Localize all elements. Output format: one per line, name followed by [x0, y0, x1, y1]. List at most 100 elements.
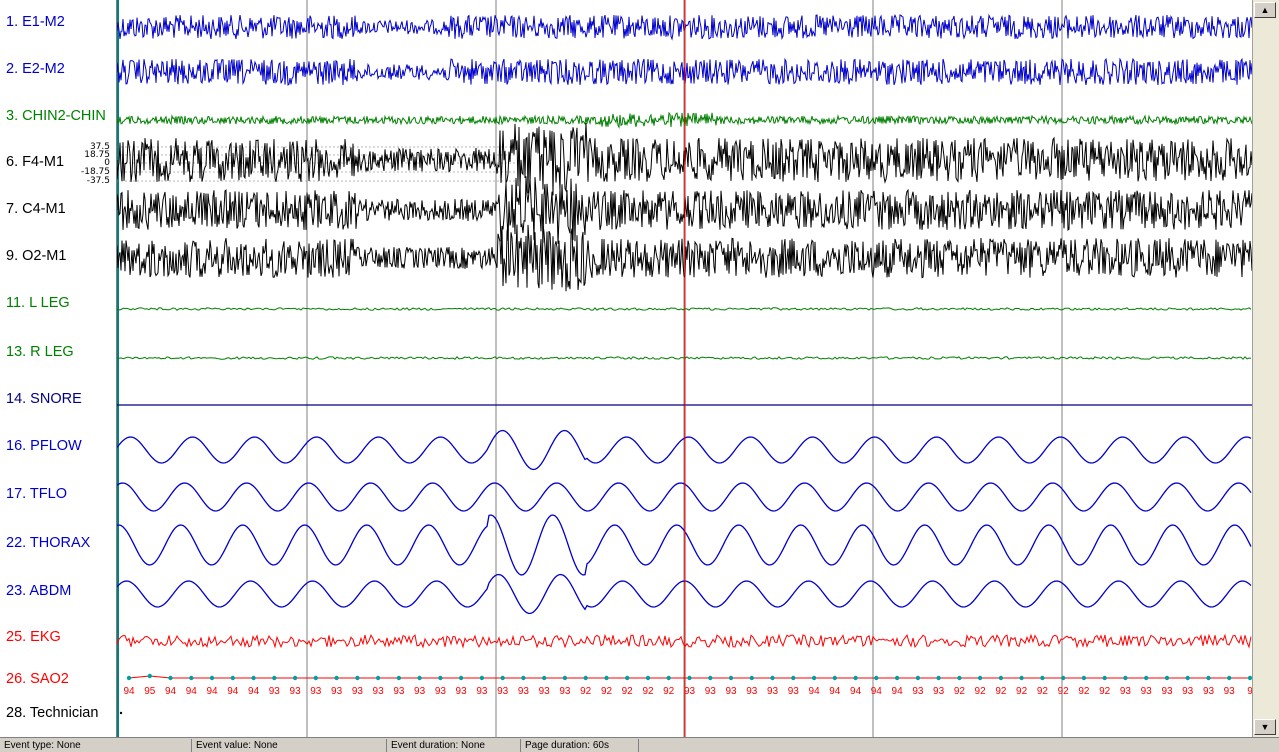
- channel-label[interactable]: 1. E1-M2: [6, 14, 65, 30]
- channel-label[interactable]: 22. THORAX: [6, 535, 91, 551]
- sao2-value: 93: [788, 686, 800, 697]
- sao2-point: [355, 675, 360, 681]
- sao2-value: 93: [393, 686, 405, 697]
- sao2-value: 93: [497, 686, 509, 697]
- sao2-point: [1164, 675, 1170, 681]
- sao2-value: 94: [123, 686, 135, 697]
- channel-label-panel: 1. E1-M2 2. E2-M2 3. CHIN2-CHIN 6. F4-M1 7. …: [0, 0, 117, 737]
- status-page-duration: Page duration: 60s: [520, 739, 639, 752]
- sao2-point: [126, 675, 132, 681]
- trace-abdm: [117, 573, 1252, 615]
- sao2-point: [521, 675, 526, 681]
- sao2-point: [915, 675, 921, 681]
- signal-traces: 94 95 94 94 94 94 94 93 93 93 93 93 93 93 93 93 93 93 93 93…: [117, 0, 1252, 737]
- sao2-value: 94: [165, 686, 177, 697]
- sao2-point: [147, 673, 152, 679]
- sao2-value: 93: [912, 686, 924, 697]
- trace-pflow: [117, 429, 1252, 471]
- sao2-point: [708, 675, 713, 681]
- sao2-value: 93: [1161, 686, 1173, 697]
- trace-f4-m1: [117, 123, 1252, 196]
- sao2-value: 92: [1078, 686, 1090, 697]
- sao2-point: [1102, 675, 1107, 681]
- channel-label[interactable]: 3. CHIN2-CHIN: [6, 108, 106, 124]
- sao2-value: 94: [850, 686, 862, 697]
- sao2-point: [977, 675, 983, 681]
- sao2-value: 92: [622, 686, 634, 697]
- sao2-value: 93: [1224, 686, 1236, 697]
- sao2-value: 93: [684, 686, 696, 697]
- trace-chin2-chin: [117, 111, 1252, 129]
- channel-label[interactable]: 17. TFLO: [6, 486, 67, 502]
- sao2-point: [1081, 675, 1087, 681]
- sao2-point: [1061, 675, 1066, 681]
- channel-label[interactable]: 23. ABDM: [6, 583, 72, 599]
- channel-label[interactable]: 2. E2-M2: [6, 61, 65, 77]
- sao2-point: [168, 675, 173, 681]
- channel-label[interactable]: 6. F4-M1: [6, 154, 65, 170]
- channel-label[interactable]: 11. L LEG: [6, 295, 70, 311]
- sao2-value: 93: [725, 686, 737, 697]
- sao2-value: 95: [144, 686, 156, 697]
- trace-c4-m1: [117, 176, 1252, 244]
- status-bar: Event type: None Event value: None Event…: [0, 737, 1279, 752]
- sao2-point: [1040, 675, 1045, 681]
- trace-e1-m2: [117, 13, 1252, 41]
- sao2-point: [894, 675, 900, 681]
- channel-label[interactable]: 14. SNORE: [6, 391, 82, 407]
- scroll-up-icon[interactable]: ▲: [1254, 2, 1276, 18]
- trace-ekg: [117, 633, 1252, 649]
- trace-tflo: [117, 482, 1252, 512]
- signal-plot-area[interactable]: 94 95 94 94 94 94 94 93 93 93 93 93 93 93 93 93 93 93 93 93…: [117, 0, 1252, 737]
- sao2-point: [957, 675, 962, 681]
- sao2-point: [438, 675, 443, 681]
- sao2-point: [936, 675, 941, 681]
- sao2-point: [687, 675, 692, 681]
- sao2-value: 93: [269, 686, 281, 697]
- sao2-value: 94: [892, 686, 904, 697]
- sao2-value: 92: [954, 686, 966, 697]
- sao2-value: 93: [746, 686, 758, 697]
- channel-label[interactable]: 25. EKG: [6, 629, 61, 645]
- sao2-value: 92: [995, 686, 1007, 697]
- sao2-point: [292, 675, 298, 681]
- sao2-point: [313, 675, 318, 681]
- channel-label[interactable]: 13. R LEG: [6, 344, 74, 360]
- sao2-point: [832, 675, 837, 681]
- trace-l-leg: [117, 307, 1252, 311]
- eeg-scale-tick: 18.75: [84, 150, 110, 160]
- sao2-point: [1123, 675, 1128, 681]
- sao2-value: 93: [1120, 686, 1132, 697]
- sao2-value: 93: [705, 686, 717, 697]
- channel-label[interactable]: 7. C4-M1: [6, 201, 66, 217]
- sao2-point: [479, 675, 485, 681]
- trace-o2-m1: [117, 224, 1252, 292]
- eeg-scale-tick: 0: [104, 158, 110, 168]
- channel-label[interactable]: 26. SAO2: [6, 671, 69, 687]
- trace-e2-m2: [117, 57, 1252, 86]
- sao2-point: [791, 675, 796, 681]
- sao2-value: 94: [809, 686, 821, 697]
- status-event-duration: Event duration: None: [386, 739, 519, 752]
- sao2-value: 94: [206, 686, 218, 697]
- sao2-point: [500, 675, 505, 681]
- channel-label[interactable]: 9. O2-M1: [6, 248, 67, 264]
- sao2-point: [874, 675, 879, 681]
- sao2-value: 92: [1016, 686, 1028, 697]
- sao2-value: 94: [829, 686, 841, 697]
- eeg-scale-tick: 37.5: [89, 142, 110, 152]
- sao2-point: [853, 675, 858, 681]
- channel-label[interactable]: 28. Technician: [6, 705, 99, 721]
- sao2-point: [749, 675, 754, 681]
- sao2-value: 93: [1203, 686, 1215, 697]
- sao2-value: 93: [290, 686, 302, 697]
- sao2-value: 92: [663, 686, 675, 697]
- channel-label[interactable]: 16. PFLOW: [6, 438, 82, 454]
- scroll-down-icon[interactable]: ▼: [1254, 719, 1276, 735]
- sao2-point: [625, 675, 630, 681]
- sao2-point: [666, 675, 671, 681]
- vertical-scrollbar[interactable]: ▲ ▼: [1252, 0, 1279, 737]
- sao2-point: [562, 675, 568, 681]
- sao2-point: [334, 675, 339, 681]
- sao2-point: [1206, 675, 1211, 681]
